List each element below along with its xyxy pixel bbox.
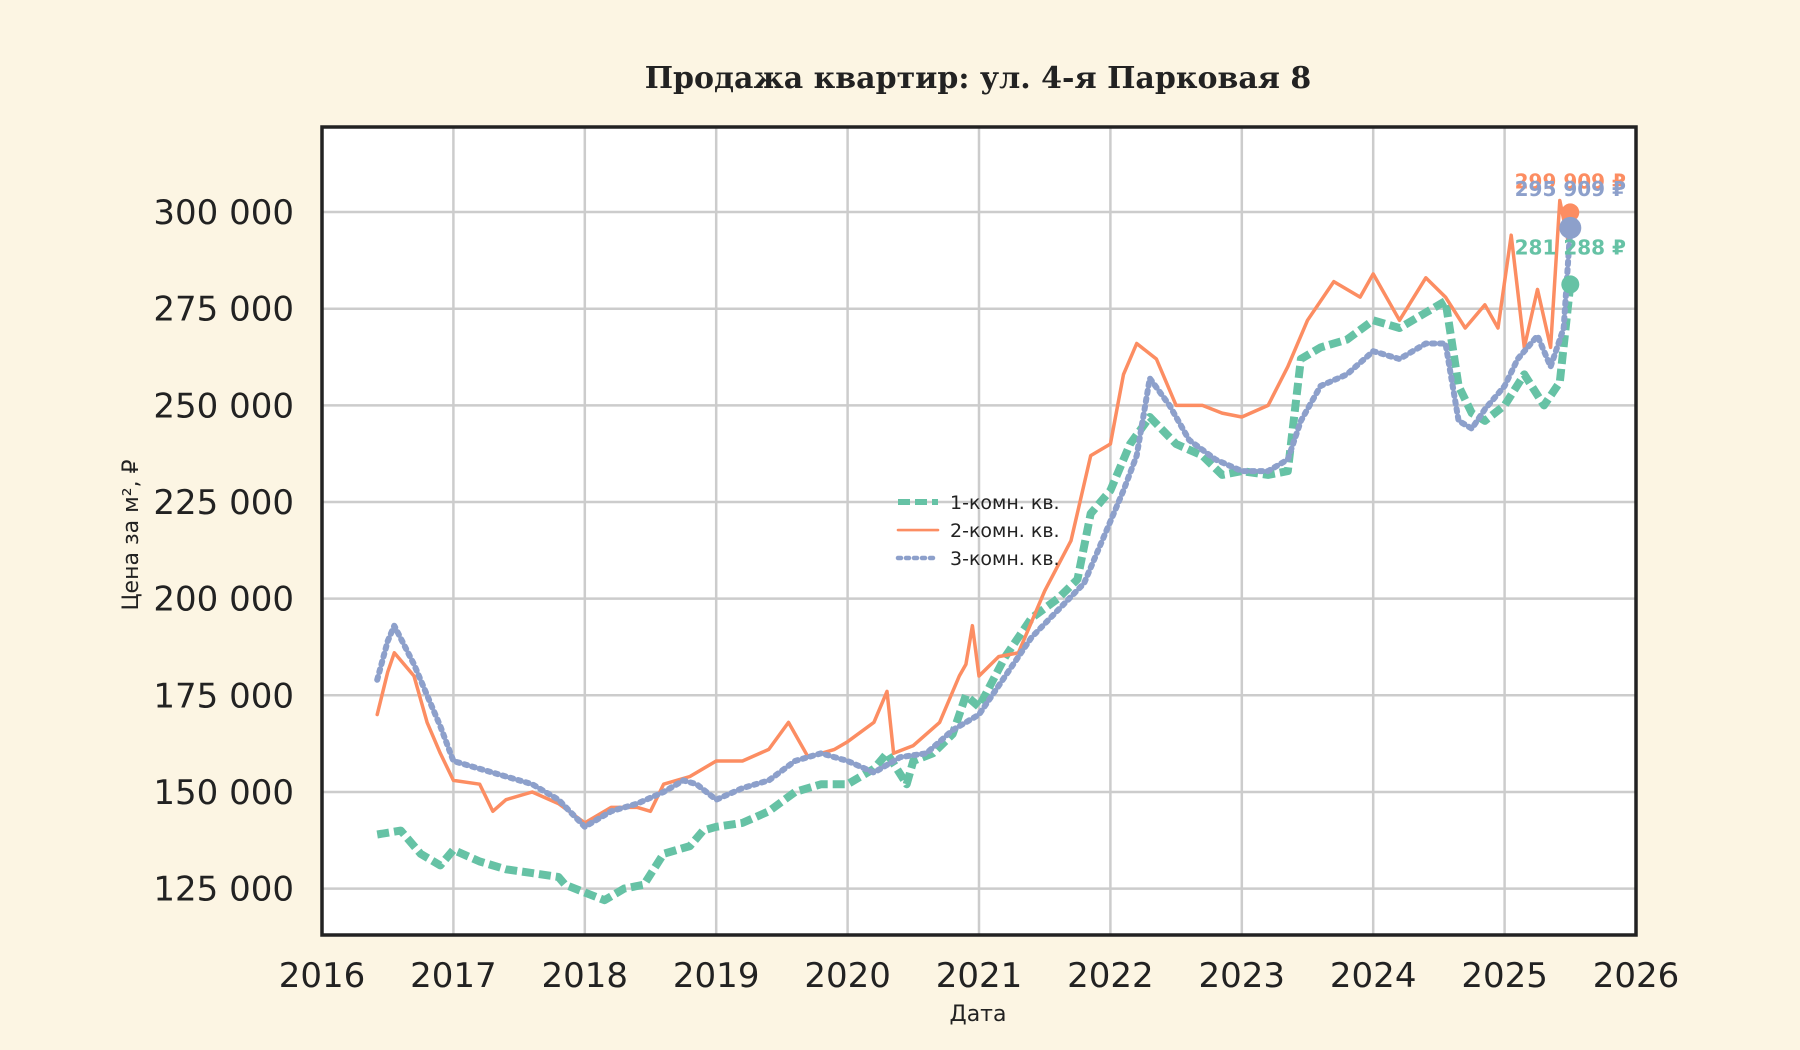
y-tick-label: 275 000 (153, 290, 294, 330)
end-value-label: 295 909 ₽ (1515, 177, 1626, 201)
legend-item-label: 2-комн. кв. (950, 520, 1060, 542)
plot-area: 2016 2017 2018 2019 2020 2021 2022 2023 2024 2025… (153, 125, 1680, 996)
x-tick-label: 2023 (1199, 956, 1286, 996)
series-line-3 (374, 224, 1574, 830)
end-value-label: 281 288 ₽ (1515, 235, 1626, 259)
x-tick-label: 2020 (804, 956, 891, 996)
end-point-marker (1561, 275, 1580, 294)
y-axis-label: Цена за м², ₽ (119, 459, 144, 610)
x-axis-label: Дата (950, 1002, 1007, 1027)
y-tick-label: 250 000 (153, 386, 294, 426)
x-tick-label: 2025 (1461, 956, 1548, 996)
x-tick-label: 2019 (673, 956, 760, 996)
y-tick-label: 175 000 (153, 676, 294, 716)
x-tick-label: 2022 (1067, 956, 1154, 996)
x-tick-label: 2017 (410, 956, 497, 996)
plot-frame (320, 125, 1638, 937)
x-tick-label: 2026 (1593, 956, 1680, 996)
series-line-2 (375, 198, 1573, 825)
y-tick-label: 225 000 (153, 483, 294, 523)
end-value-label: 299 909 ₽ (1515, 169, 1626, 193)
end-point-marker (1559, 216, 1582, 239)
x-tick-label: 2021 (936, 956, 1023, 996)
end-point-marker (1561, 203, 1580, 222)
y-tick-label: 200 000 (153, 580, 294, 620)
x-tick-label: 2018 (542, 956, 629, 996)
x-tick-label: 2024 (1330, 956, 1417, 996)
legend: 1-комн. кв. 2-комн. кв. 3-комн. кв. (895, 492, 1060, 570)
series-line-1 (376, 283, 1575, 905)
y-tick-label: 150 000 (153, 773, 294, 813)
legend-item-label: 1-комн. кв. (950, 492, 1060, 514)
x-tick-label: 2016 (279, 956, 366, 996)
y-tick-label: 125 000 (153, 870, 294, 910)
y-tick-label: 300 000 (153, 193, 294, 233)
legend-item-label: 3-комн. кв. (950, 548, 1060, 570)
chart-title: Продажа квартир: ул. 4-я Парковая 8 (645, 61, 1312, 96)
